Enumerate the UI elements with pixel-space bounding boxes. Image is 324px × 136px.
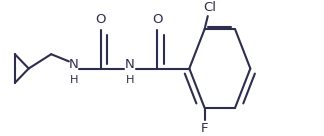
Text: F: F xyxy=(201,122,208,135)
Text: N: N xyxy=(69,58,78,71)
Text: Cl: Cl xyxy=(203,1,216,14)
Text: O: O xyxy=(152,13,162,26)
Text: N: N xyxy=(125,58,135,71)
Text: O: O xyxy=(96,13,106,26)
Text: H: H xyxy=(126,75,134,85)
Text: H: H xyxy=(69,75,78,85)
